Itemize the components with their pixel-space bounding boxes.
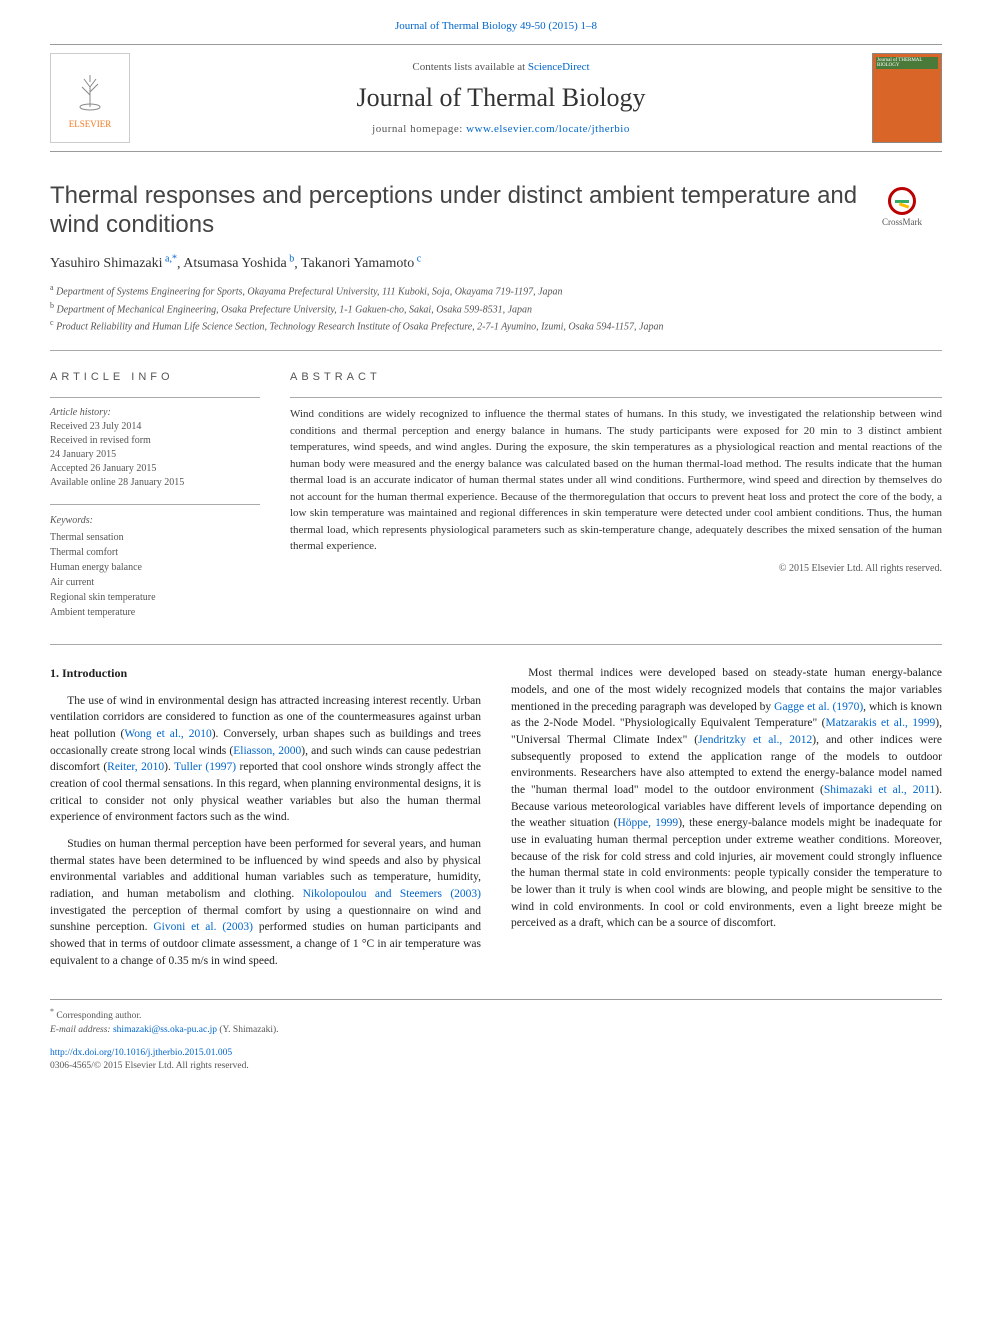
citation-link[interactable]: Wong et al., 2010 [124, 728, 211, 740]
abstract-copyright: © 2015 Elsevier Ltd. All rights reserved… [290, 563, 942, 574]
corresponding-author-note: * Corresponding author. [50, 1006, 942, 1023]
author-list: Yasuhiro Shimazaki a,*, Atsumasa Yoshida… [50, 254, 942, 273]
article-title: Thermal responses and perceptions under … [50, 182, 942, 240]
section-heading: 1. Introduction [50, 665, 481, 682]
issn-copyright: 0306-4565/© 2015 Elsevier Ltd. All right… [50, 1060, 942, 1073]
journal-header: ELSEVIER Contents lists available at Sci… [50, 44, 942, 152]
elsevier-label: ELSEVIER [69, 119, 112, 129]
homepage-line: journal homepage: www.elsevier.com/locat… [130, 123, 872, 135]
journal-homepage-link[interactable]: www.elsevier.com/locate/jtherbio [466, 123, 630, 135]
body-paragraph: Studies on human thermal perception have… [50, 836, 481, 969]
journal-title: Journal of Thermal Biology [130, 83, 872, 113]
citation-link[interactable]: Tuller (1997) [174, 761, 236, 773]
crossmark-icon [888, 187, 916, 215]
citation-link[interactable]: Eliasson, 2000 [233, 745, 301, 757]
article-info-sidebar: ARTICLE INFO Article history: Received 2… [50, 371, 260, 620]
author[interactable]: Yasuhiro Shimazaki a,* [50, 256, 177, 271]
keyword: Thermal comfort [50, 545, 260, 560]
affiliation: b Department of Mechanical Engineering, … [50, 300, 942, 317]
sciencedirect-link[interactable]: ScienceDirect [528, 61, 590, 73]
email-link[interactable]: shimazaki@ss.oka-pu.ac.jp [113, 1025, 217, 1035]
keyword: Thermal sensation [50, 530, 260, 545]
citation-link[interactable]: Reiter, 2010 [107, 761, 164, 773]
doi-link[interactable]: http://dx.doi.org/10.1016/j.jtherbio.201… [50, 1048, 232, 1058]
citation-link[interactable]: Matzarakis et al., 1999 [826, 717, 936, 729]
article-body: 1. Introduction The use of wind in envir… [50, 665, 942, 969]
body-paragraph: Most thermal indices were developed base… [511, 665, 942, 932]
author[interactable]: Takanori Yamamoto c [301, 256, 421, 271]
crossmark-badge[interactable]: CrossMark [862, 187, 942, 227]
body-paragraph: The use of wind in environmental design … [50, 693, 481, 826]
corresponding-email: E-mail address: shimazaki@ss.oka-pu.ac.j… [50, 1024, 942, 1037]
keyword: Human energy balance [50, 560, 260, 575]
article-history: Article history: Received 23 July 2014 R… [50, 397, 260, 490]
elsevier-tree-icon [68, 67, 112, 119]
author[interactable]: Atsumasa Yoshida b [183, 256, 294, 271]
keyword: Regional skin temperature [50, 590, 260, 605]
affiliation-list: a Department of Systems Engineering for … [50, 282, 942, 334]
article-info-heading: ARTICLE INFO [50, 371, 260, 383]
journal-cover-thumbnail[interactable]: Journal of THERMAL BIOLOGY [872, 53, 942, 143]
contents-line: Contents lists available at ScienceDirec… [130, 61, 872, 73]
abstract-heading: ABSTRACT [290, 371, 942, 383]
citation-link[interactable]: Nikolopoulou and Steemers (2003) [303, 888, 481, 900]
abstract-text: Wind conditions are widely recognized to… [290, 397, 942, 555]
elsevier-logo[interactable]: ELSEVIER [50, 53, 130, 143]
citation-link[interactable]: Gagge et al. (1970) [774, 701, 863, 713]
abstract-block: ABSTRACT Wind conditions are widely reco… [290, 371, 942, 620]
issue-citation[interactable]: Journal of Thermal Biology 49-50 (2015) … [50, 20, 942, 32]
citation-link[interactable]: Shimazaki et al., 2011 [824, 784, 935, 796]
keyword: Ambient temperature [50, 605, 260, 620]
keywords-block: Keywords: Thermal sensation Thermal comf… [50, 504, 260, 620]
keyword: Air current [50, 575, 260, 590]
section-divider [50, 644, 942, 645]
page-footer: * Corresponding author. E-mail address: … [50, 999, 942, 1073]
citation-link[interactable]: Givoni et al. (2003) [153, 921, 253, 933]
affiliation: a Department of Systems Engineering for … [50, 282, 942, 299]
affiliation: c Product Reliability and Human Life Sci… [50, 317, 942, 334]
citation-link[interactable]: Jendritzky et al., 2012 [698, 734, 812, 746]
citation-link[interactable]: Höppe, 1999 [617, 817, 678, 829]
